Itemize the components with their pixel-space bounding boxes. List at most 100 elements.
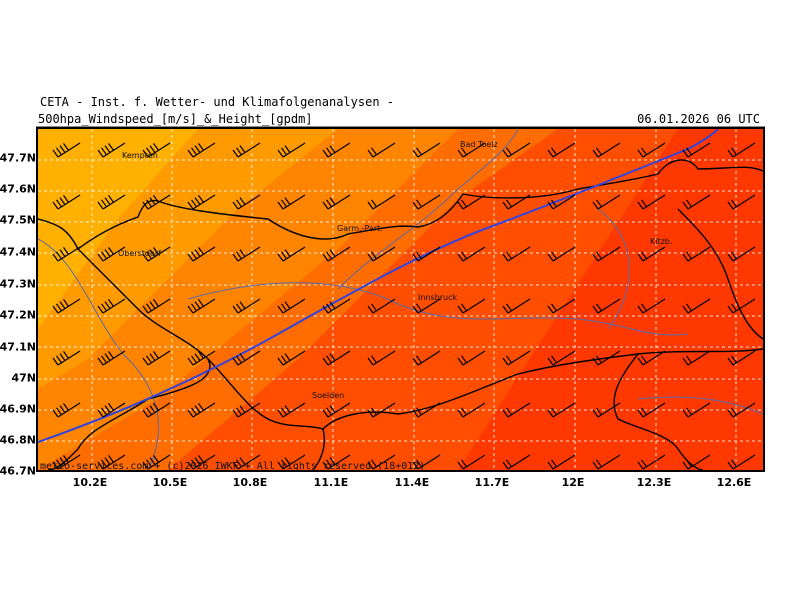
wind-barb [97,298,126,314]
lon-label-10-8: 10.8E [232,476,268,489]
lon-label-12-6: 12.6E [716,476,752,489]
wind-barb [727,454,756,470]
wind-barb [637,194,666,210]
wind-barb [502,246,531,262]
credit-text: meteo-services.com + (c)2026 IWKF + All … [40,461,426,472]
wind-barb [52,402,81,418]
band-1 [38,129,198,329]
wind-barb [97,246,126,262]
wind-barb [142,402,171,418]
wind-barb [682,194,711,210]
wind-barb [637,402,666,418]
lat-label-47-4: 47.4N [0,245,36,259]
wind-barb [322,350,351,366]
map-panel[interactable] [36,127,765,472]
wind-barb [142,454,171,470]
lat-label-46-9: 46.9N [0,402,36,416]
wind-barb [232,350,261,366]
wind-barb [367,350,396,366]
wind-barb [412,350,441,366]
lon-label-10-5: 10.5E [152,476,188,489]
wind-barb [637,350,666,366]
map-canvas [38,129,763,470]
wind-barbs [52,142,756,470]
wind-barb [367,454,396,470]
wind-barb [232,194,261,210]
wind-barb [277,298,306,314]
city-label-bad-toelz: Bad Toelz [460,140,498,149]
wind-barb [592,454,621,470]
wind-barb [322,246,351,262]
wind-barb [592,298,621,314]
lat-label-47-5: 47.5N [0,213,36,227]
wind-barb [187,454,216,470]
wind-barb [412,194,441,210]
lon-label-12-3: 12.3E [636,476,672,489]
wind-barb [727,298,756,314]
wind-barb [277,402,306,418]
wind-barb [142,246,171,262]
wind-barb [187,298,216,314]
city-label-innsbruck: Innsbruck [418,293,458,302]
header-title: CETA - Inst. f. Wetter- und Klimafolgena… [40,95,395,109]
wind-barb [412,298,441,314]
lat-label-46-8: 46.8N [0,433,36,447]
wind-barb [277,194,306,210]
wind-barb [52,246,81,262]
wind-barb [277,350,306,366]
wind-barb [547,246,576,262]
wind-barb [232,454,261,470]
wind-barb [52,142,81,158]
wind-barb [547,454,576,470]
lon-label-12-0: 12E [561,476,585,489]
wind-barb [277,142,306,158]
wind-barb [682,246,711,262]
wind-barb [97,350,126,366]
wind-barb [142,350,171,366]
wind-barb [682,454,711,470]
lon-label-11-1: 11.1E [313,476,349,489]
rivers [38,129,763,470]
wind-barb [322,298,351,314]
wind-barb [142,194,171,210]
wind-barb [142,142,171,158]
wind-barb [592,194,621,210]
wind-barb [187,194,216,210]
wind-barb [412,402,441,418]
wind-barb [502,350,531,366]
wind-barb [547,142,576,158]
wind-barb [277,246,306,262]
wind-barb [52,350,81,366]
lon-label-11-7: 11.7E [474,476,510,489]
wind-barb [97,454,126,470]
wind-barb [457,142,486,158]
wind-barb [457,350,486,366]
wind-barb [412,246,441,262]
city-label-kitzbuehel: Kitzb. [650,237,673,246]
wind-barb [52,298,81,314]
wind-barb [412,142,441,158]
wind-barb [457,246,486,262]
wind-barb [592,350,621,366]
lat-label-47-1: 47.1N [0,340,36,354]
wind-barb [187,402,216,418]
wind-barb [637,298,666,314]
wind-barb [322,194,351,210]
wind-barb [547,194,576,210]
wind-barb [547,298,576,314]
city-label-soelden: Soelden [312,391,345,400]
wind-barb [502,298,531,314]
wind-barb [502,194,531,210]
wind-barb [637,454,666,470]
wind-barb [97,194,126,210]
wind-barb [637,246,666,262]
lon-label-11-4: 11.4E [394,476,430,489]
wind-barb [52,194,81,210]
wind-barb [502,454,531,470]
wind-barb [232,142,261,158]
city-label-oberstdorf: Oberstdorf [118,249,161,258]
wind-barb [727,350,756,366]
lat-label-47-6: 47.6N [0,182,36,196]
wind-barb [727,402,756,418]
wind-barb [277,454,306,470]
